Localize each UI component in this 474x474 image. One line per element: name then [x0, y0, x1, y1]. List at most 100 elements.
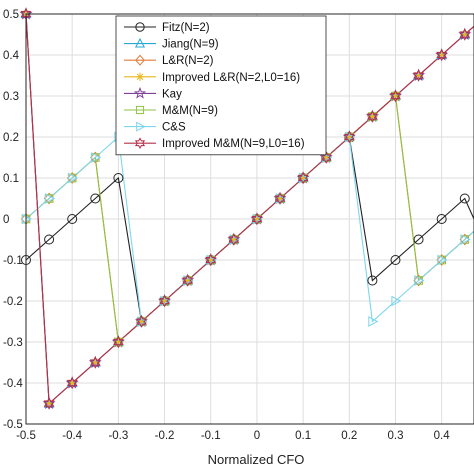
data-point-m-m-n-9 [391, 91, 400, 101]
data-point-l-r-n-2 [413, 274, 424, 287]
data-point-c-s [91, 152, 102, 163]
x-tick-label: 0.2 [341, 430, 357, 442]
legend: Fitz(N=2) Jiang(N=9) L&R(N=2) Improved L&R(… [115, 15, 327, 156]
legend-label: Kay [162, 88, 182, 100]
legend-label: Improved L&R(N=2,L0=16) [162, 72, 300, 84]
data-point-c-s [368, 316, 379, 327]
data-point-c-s [137, 316, 148, 327]
x-axis-label: Normalized CFO [208, 452, 305, 467]
data-point-improved-m-m-n-9-l0-16 [159, 294, 170, 308]
data-point-improved-m-m-n-9-l0-16 [390, 89, 401, 103]
legend-box [115, 15, 327, 156]
y-tick-label: 0.2 [3, 132, 19, 144]
x-tick-label: 0.4 [434, 430, 451, 442]
y-tick-label: 0 [3, 214, 9, 226]
data-point-improved-m-m-n-9-l0-16 [43, 397, 55, 410]
y-tick-label: -0.4 [3, 378, 23, 390]
y-tick-label: 0.5 [3, 9, 19, 21]
data-point-m-m-n-9 [114, 337, 123, 347]
data-point-fitz-n-2 [113, 173, 124, 183]
data-point-c-s [299, 172, 310, 184]
x-tick-label: -0.2 [155, 430, 175, 442]
y-tick-label: 0.1 [3, 173, 19, 185]
x-tick-label: 0 [254, 430, 260, 442]
x-tick-label: 0.3 [387, 430, 403, 442]
data-point-l-r-n-2 [90, 151, 101, 164]
data-point-fitz-n-2 [367, 275, 378, 286]
data-point-c-s [68, 172, 79, 184]
legend-marker [135, 22, 145, 32]
data-point-l-r-n-2 [459, 233, 470, 246]
data-point-fitz-n-2 [67, 214, 78, 224]
legend-marker [135, 54, 145, 66]
legend-marker [135, 72, 145, 81]
x-tick-label: -0.1 [201, 430, 221, 442]
legend-label: C&S [162, 122, 186, 134]
data-point-improved-m-m-n-9-l0-16 [112, 335, 124, 349]
data-point-improved-m-m-n-9-l0-16 [136, 315, 147, 328]
data-point-c-s [229, 234, 240, 245]
data-point-fitz-n-2 [413, 234, 424, 245]
data-point-fitz-n-2 [459, 193, 470, 204]
data-point-c-s [21, 213, 33, 225]
data-point-c-s [183, 275, 194, 286]
legend-label: L&R(N=2) [162, 55, 214, 67]
data-point-c-s [44, 193, 56, 204]
data-point-improved-m-m-n-9-l0-16 [89, 356, 101, 369]
data-point-improved-m-m-n-9-l0-16 [228, 233, 240, 246]
legend-label: Jiang(N=9) [162, 39, 219, 51]
data-point-c-s [437, 254, 448, 266]
data-point-improved-m-m-n-9-l0-16 [274, 192, 286, 205]
y-tick-label: -0.5 [3, 419, 23, 431]
data-point-improved-m-m-n-9-l0-16 [251, 212, 263, 226]
y-tick-label: 0.3 [3, 91, 19, 103]
data-point-c-s [414, 275, 425, 286]
legend-label: Fitz(N=2) [162, 22, 210, 34]
data-point-improved-m-m-n-9-l0-16 [182, 274, 194, 287]
y-tick-label: -0.3 [3, 337, 23, 349]
x-tick-label: -0.4 [62, 430, 82, 442]
legend-marker [134, 37, 146, 48]
legend-label: M&M(N=9) [162, 105, 218, 117]
legend-marker [133, 86, 147, 99]
data-point-improved-m-m-n-9-l0-16 [205, 253, 217, 267]
data-point-c-s [252, 213, 263, 225]
x-tick-label: -0.3 [108, 430, 128, 442]
marker-group [19, 7, 472, 410]
data-point-c-s [275, 193, 287, 204]
data-point-improved-m-m-n-9-l0-16 [436, 48, 448, 62]
legend-marker [134, 137, 146, 150]
legend-marker [136, 121, 146, 132]
data-point-improved-m-m-n-9-l0-16 [367, 110, 378, 123]
data-point-c-s [160, 295, 171, 307]
data-point-fitz-n-2 [390, 255, 401, 265]
data-point-improved-m-m-n-9-l0-16 [413, 69, 424, 82]
data-point-fitz-n-2 [90, 193, 101, 204]
data-point-improved-m-m-n-9-l0-16 [343, 130, 355, 144]
data-point-improved-m-m-n-9-l0-16 [66, 376, 78, 390]
data-point-l-r-n-2 [67, 172, 78, 184]
data-point-c-s [460, 234, 471, 245]
y-tick-label: -0.2 [3, 296, 23, 308]
y-tick-label: -0.1 [3, 255, 23, 267]
data-point-improved-m-m-n-9-l0-16 [297, 171, 309, 185]
legend-label: Improved M&M(N=9,L0=16) [162, 138, 305, 150]
data-point-fitz-n-2 [436, 214, 447, 224]
plot-frame [25, 13, 474, 425]
y-tick-label: 0.4 [3, 50, 20, 62]
data-point-l-r-n-2 [436, 254, 447, 266]
data-point-c-s [206, 254, 217, 266]
data-point-c-s [345, 131, 356, 143]
legend-marker [135, 105, 145, 115]
x-tick-label: -0.5 [16, 430, 36, 442]
data-point-fitz-n-2 [44, 234, 55, 245]
axis-ticks: -0.5 -0.4 -0.3 -0.2 -0.1 0 0.1 0.2 0.3 0.4 0.5 0.4 0… [3, 9, 450, 442]
data-point-c-s [322, 152, 333, 163]
x-tick-label: 0.1 [295, 430, 311, 442]
asterisk-stroke [136, 73, 144, 81]
data-point-l-r-n-2 [43, 192, 55, 205]
data-point-c-s [391, 295, 402, 307]
data-point-m-m-n-9 [368, 112, 377, 121]
data-point-improved-m-m-n-9-l0-16 [459, 28, 471, 41]
